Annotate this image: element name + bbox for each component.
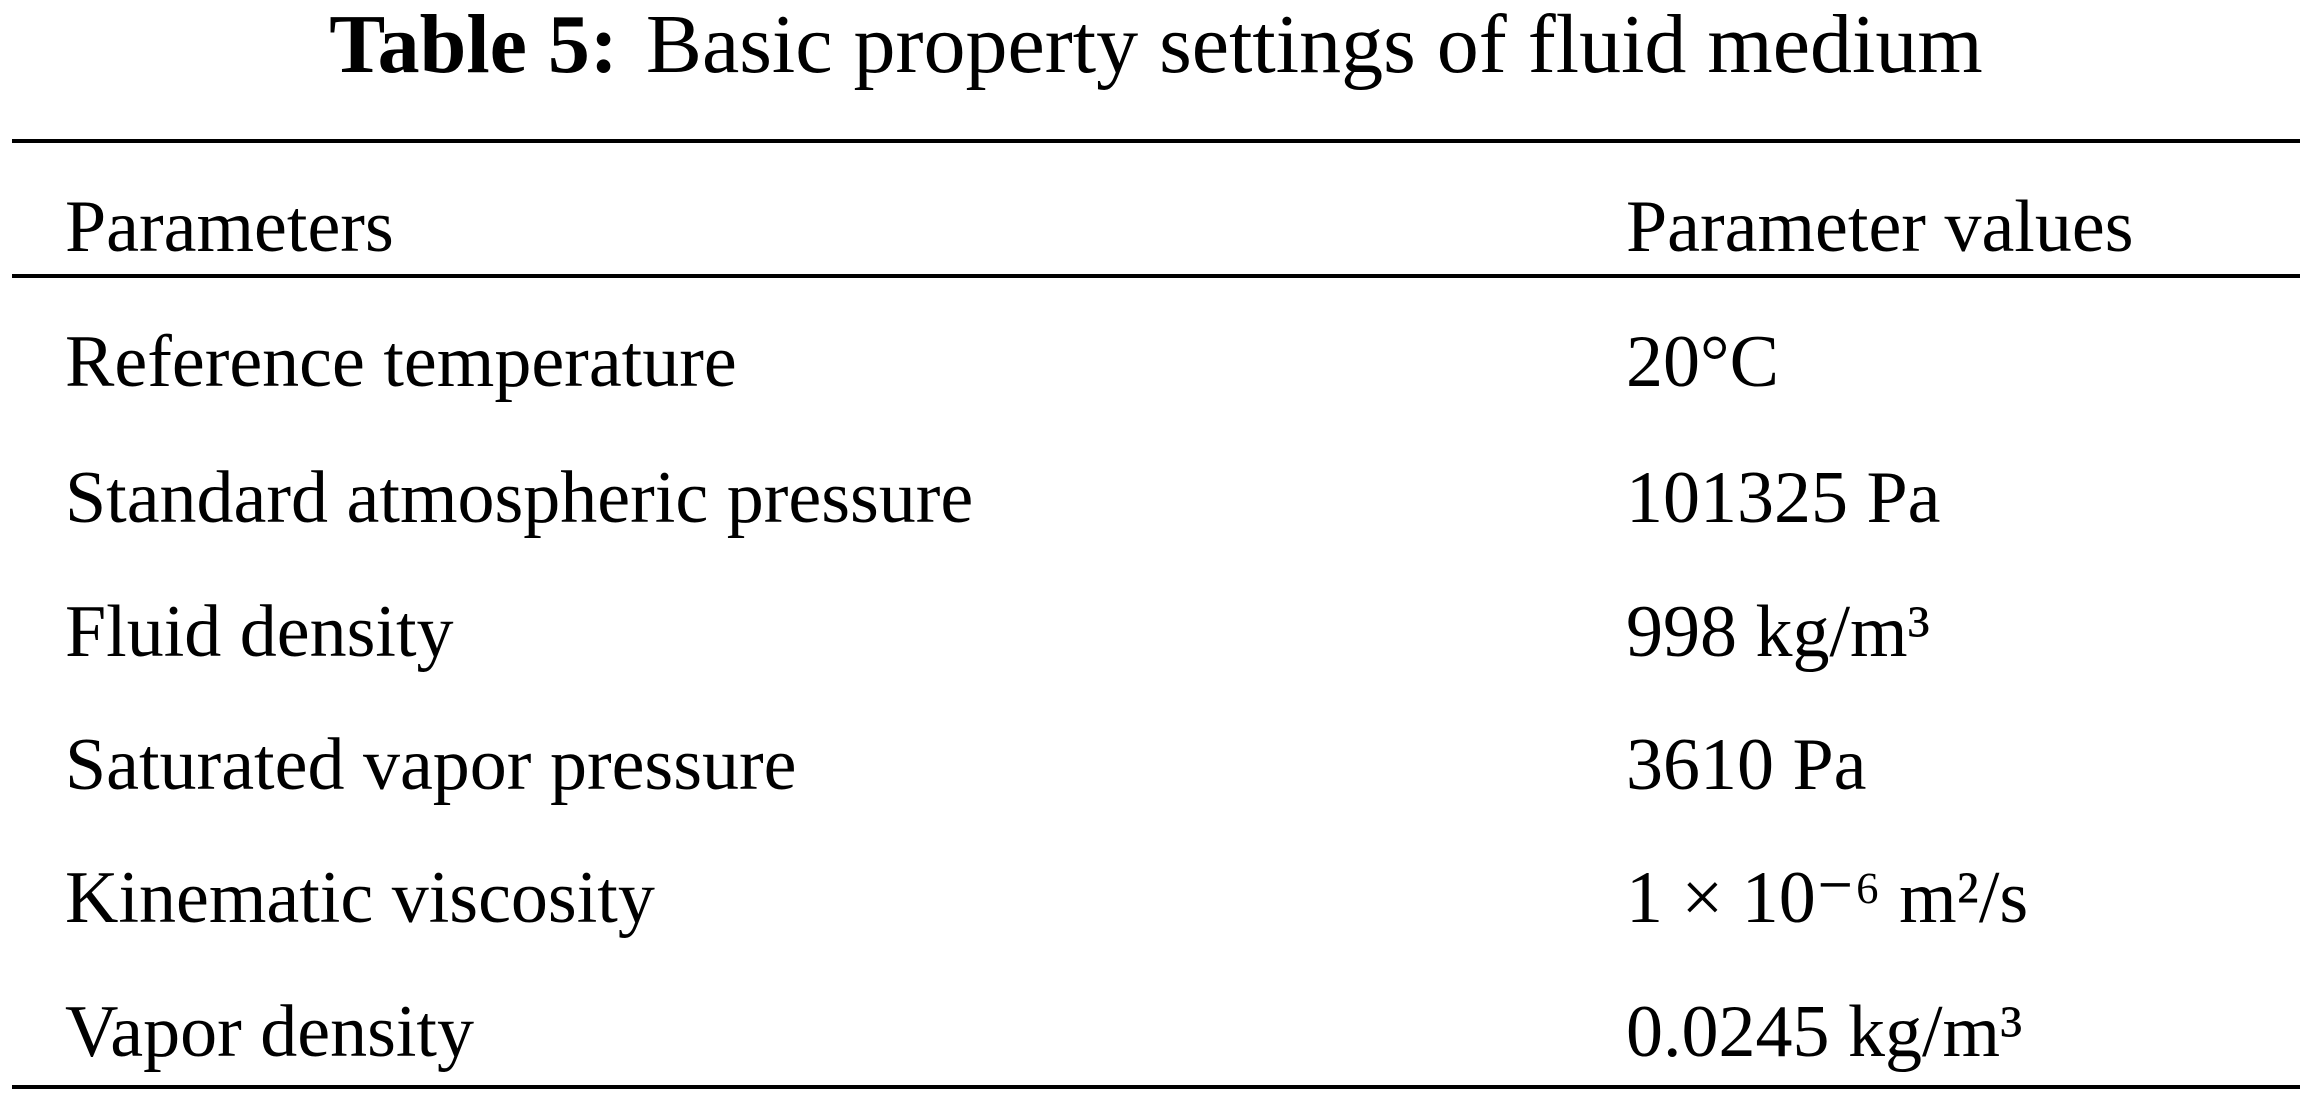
parameter-name: Reference temperature xyxy=(65,321,737,403)
header-cell: Parameters xyxy=(65,186,394,268)
parameter-value: 998 kg/m³ xyxy=(1626,591,1930,673)
parameter-value: 101325 Pa xyxy=(1626,457,1941,539)
caption-text: Basic property settings of fluid medium xyxy=(646,0,1983,91)
table-caption: Table 5: Basic property settings of fluid… xyxy=(329,0,1982,91)
header-cell: Parameter values xyxy=(1626,186,2134,268)
parameter-name: Saturated vapor pressure xyxy=(65,724,797,806)
parameter-name: Vapor density xyxy=(65,991,474,1073)
parameter-value: 20°C xyxy=(1626,321,1779,403)
parameter-value: 3610 Pa xyxy=(1626,724,1867,806)
parameter-value: 0.0245 kg/m³ xyxy=(1626,991,2022,1073)
table-body: Parameters Parameter values Reference temp… xyxy=(65,186,2134,1073)
parameter-name: Kinematic viscosity xyxy=(65,857,655,939)
parameter-name: Standard atmospheric pressure xyxy=(65,457,973,539)
caption-label: Table 5: xyxy=(329,0,618,91)
parameter-name: Fluid density xyxy=(65,591,454,673)
parameter-value: 1 × 10⁻⁶ m²/s xyxy=(1626,857,2028,939)
